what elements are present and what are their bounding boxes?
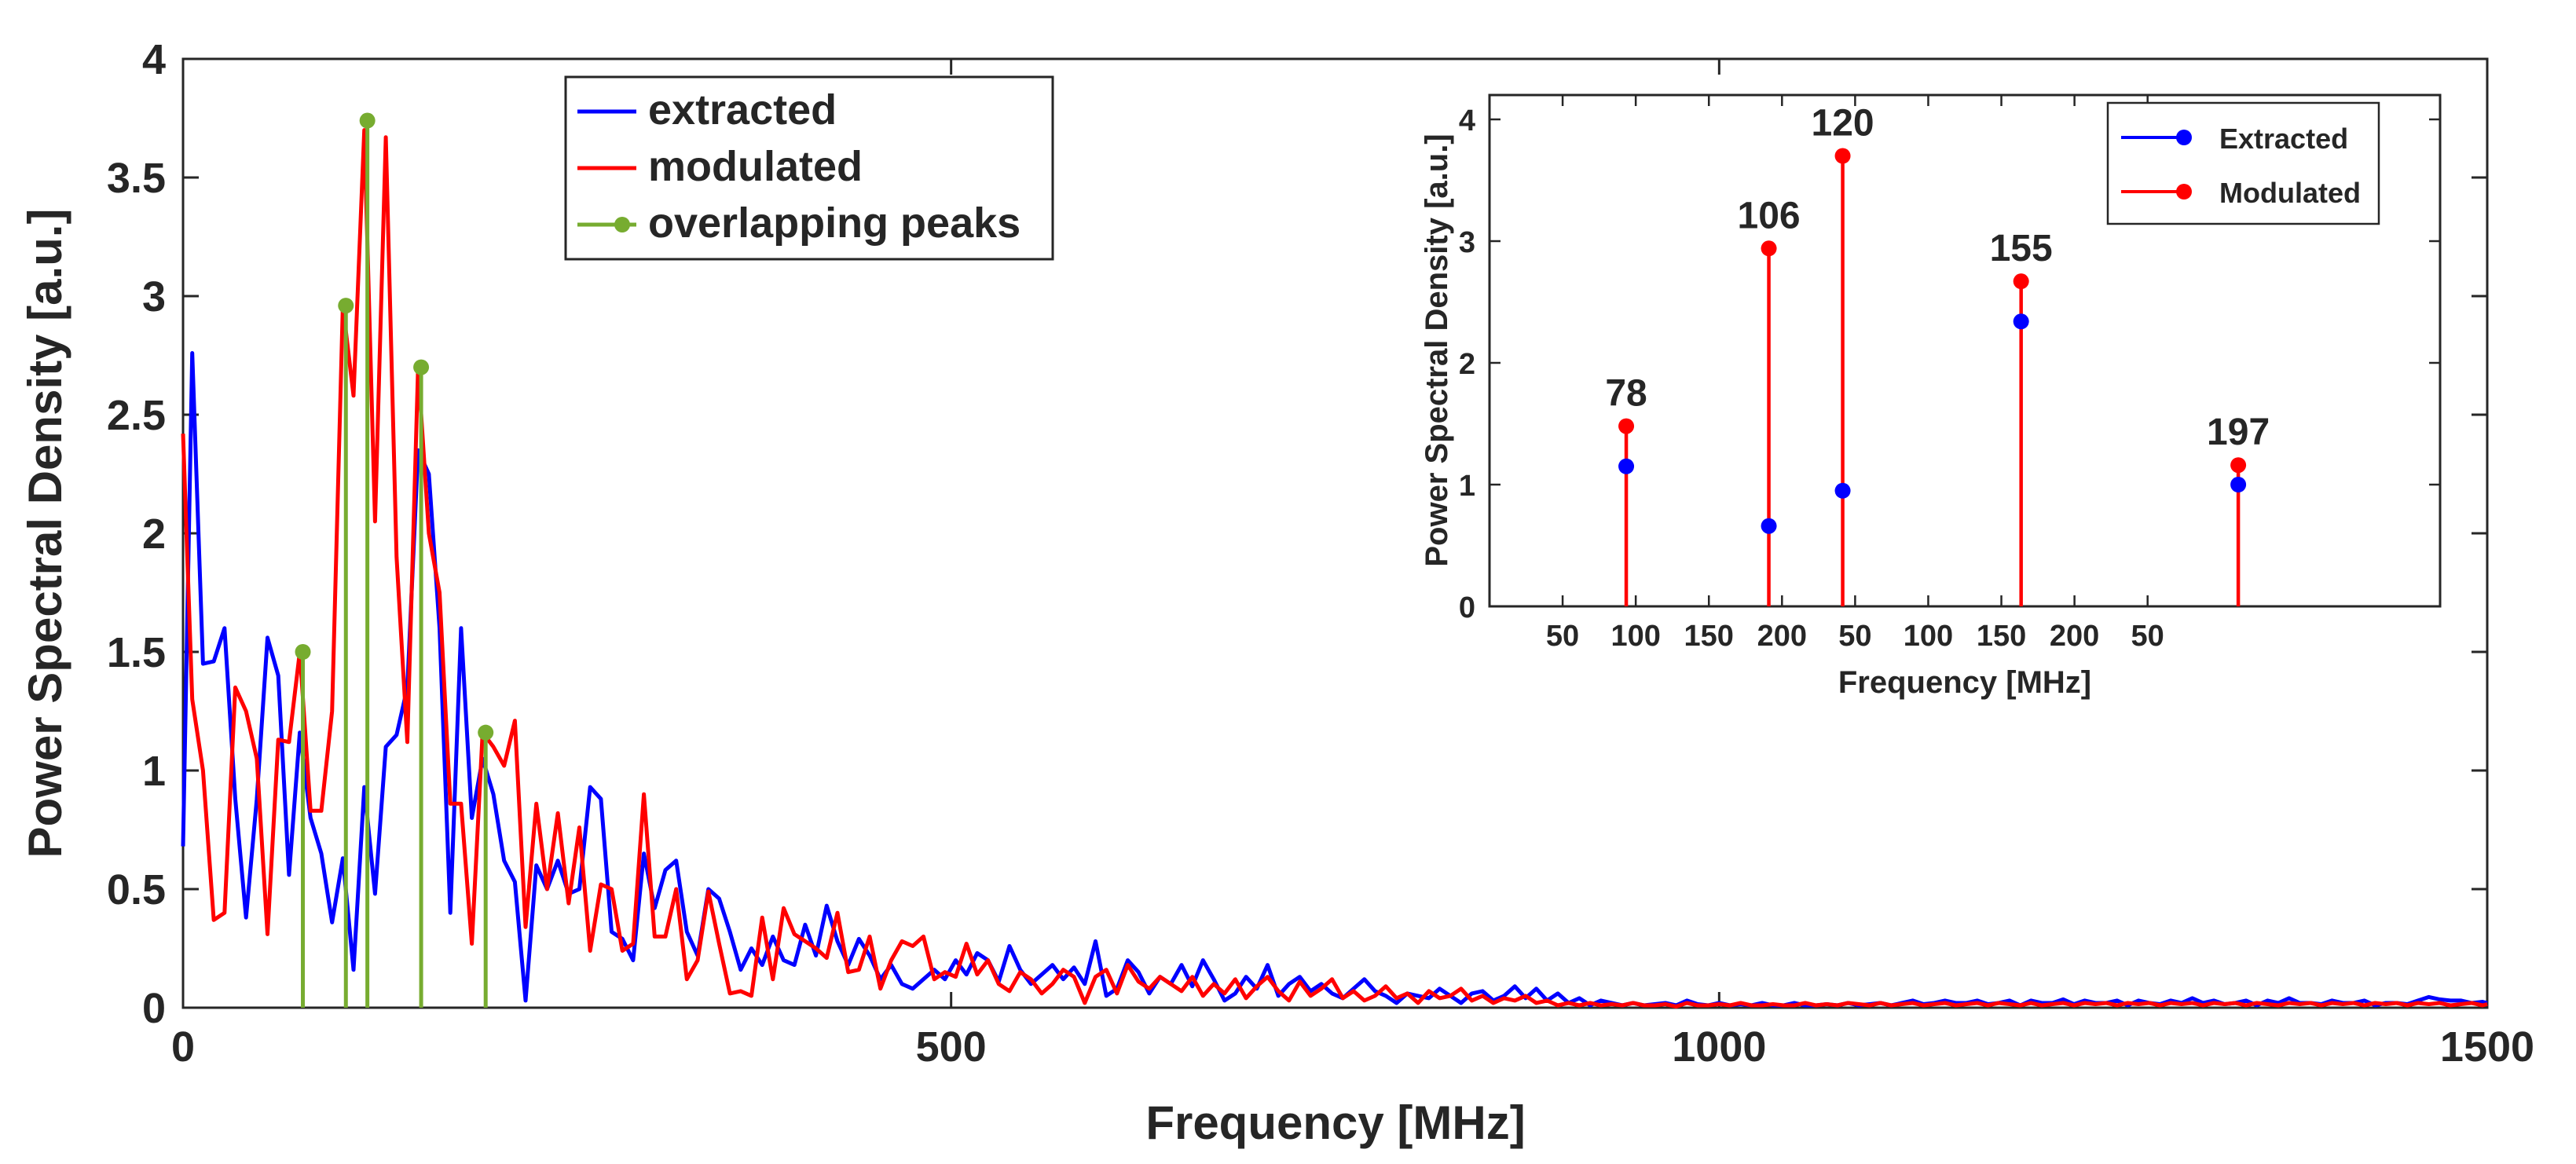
inset-peak-label: 197	[2207, 412, 2270, 453]
main-overlap-stems	[295, 112, 494, 1008]
overlap-peak-marker	[359, 112, 376, 129]
inset-x-tick-label: 50	[2131, 620, 2164, 653]
inset-legend-box	[2106, 101, 2380, 225]
inset-ticks: 50 100 150 200 50 100 150 200 50 0 1 2 3 4	[1459, 95, 2440, 653]
inset-y-tick-label: 3	[1459, 226, 1475, 259]
legend-modulated-label: modulated	[648, 143, 863, 190]
inset-legend-extracted-marker	[2176, 130, 2192, 145]
inset-axes: 50 100 150 200 50 100 150 200 50 0 1 2 3 4 78 106 120 15…	[1420, 93, 2442, 700]
inset-extracted-marker	[1834, 482, 1851, 499]
inset-legend-modulated-label: Modulated	[2219, 177, 2361, 209]
overlap-peak-marker	[478, 724, 494, 741]
inset-modulated-marker	[2230, 457, 2247, 474]
inset-modulated-marker	[1761, 240, 1777, 257]
inset-stems: 78 106 120 155 197	[1605, 103, 2270, 606]
main-x-axis-label: Frequency [MHz]	[1145, 1096, 1525, 1149]
inset-x-tick-label: 200	[2050, 620, 2099, 653]
inset-modulated-marker	[1834, 148, 1851, 164]
inset-x-tick-label: 100	[1904, 620, 1953, 653]
inset-extracted-marker	[1618, 458, 1635, 474]
inset-x-tick-label: 100	[1610, 620, 1660, 653]
inset-x-tick-label: 150	[1684, 620, 1734, 653]
main-y-tick-label: 0.5	[107, 866, 166, 913]
inset-peak-label: 120	[1812, 103, 1874, 145]
inset-legend-modulated-marker	[2176, 184, 2192, 199]
main-legend: extracted modulated overlapping peaks	[564, 75, 1054, 261]
inset-peak-label: 155	[1990, 228, 2053, 269]
main-x-tick-label: 1500	[2440, 1023, 2534, 1071]
inset-x-tick-label: 150	[1977, 620, 2026, 653]
inset-y-tick-label: 1	[1459, 470, 1475, 503]
main-y-tick-label: 2	[142, 511, 166, 558]
main-legend-box	[564, 75, 1054, 261]
main-y-tick-label: 2.5	[107, 392, 166, 439]
main-x-tick-label: 1000	[1672, 1023, 1766, 1071]
main-y-tick-label: 4	[142, 36, 166, 83]
main-series	[181, 128, 2488, 1008]
inset-peak-label: 106	[1738, 195, 1801, 236]
overlap-peak-marker	[295, 644, 311, 660]
inset-x-tick-label: 200	[1757, 620, 1807, 653]
inset-modulated-marker	[1618, 418, 1635, 434]
overlap-peak-marker	[338, 298, 354, 314]
inset-legend: Extracted Modulated	[2106, 101, 2380, 225]
main-y-tick-label: 0	[142, 985, 166, 1032]
legend-overlapping-peaks-marker	[614, 217, 630, 232]
inset-x-tick-label: 50	[1838, 620, 1871, 653]
inset-extracted-marker	[2013, 313, 2029, 330]
inset-modulated-marker	[2013, 273, 2029, 290]
series-modulated-line	[181, 128, 2488, 1008]
main-y-tick-label: 3.5	[107, 155, 166, 202]
inset-y-tick-label: 0	[1459, 591, 1475, 624]
main-y-tick-label: 3	[142, 273, 166, 320]
inset-x-axis-label: Frequency [MHz]	[1838, 665, 2091, 700]
inset-legend-extracted-label: Extracted	[2219, 123, 2348, 155]
inset-extracted-marker	[1761, 518, 1777, 534]
overlap-peak-marker	[413, 359, 430, 375]
inset-peak-label: 78	[1605, 373, 1647, 415]
inset-y-tick-label: 4	[1459, 104, 1475, 137]
main-x-tick-label: 0	[171, 1023, 195, 1071]
inset-x-tick-label: 50	[1546, 620, 1579, 653]
inset-extracted-marker	[2230, 477, 2247, 492]
main-y-tick-label: 1	[142, 748, 166, 795]
inset-y-tick-label: 2	[1459, 348, 1475, 381]
main-y-tick-label: 1.5	[107, 629, 166, 676]
main-x-tick-label: 500	[916, 1023, 987, 1071]
main-y-axis-label: Power Spectral Density [a.u.]	[19, 209, 71, 858]
legend-overlapping-peaks-label: overlapping peaks	[648, 199, 1021, 247]
legend-extracted-label: extracted	[648, 86, 837, 134]
inset-y-axis-label: Power Spectral Density [a.u.]	[1420, 134, 1454, 566]
